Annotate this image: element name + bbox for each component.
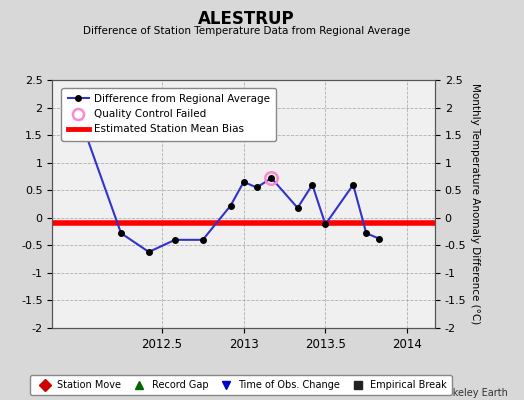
Text: Difference of Station Temperature Data from Regional Average: Difference of Station Temperature Data f…	[83, 26, 410, 36]
Legend: Difference from Regional Average, Quality Control Failed, Estimated Station Mean: Difference from Regional Average, Qualit…	[61, 88, 276, 141]
Text: ALESTRUP: ALESTRUP	[198, 10, 294, 28]
Legend: Station Move, Record Gap, Time of Obs. Change, Empirical Break: Station Move, Record Gap, Time of Obs. C…	[30, 376, 452, 395]
Text: Berkeley Earth: Berkeley Earth	[436, 388, 508, 398]
Y-axis label: Monthly Temperature Anomaly Difference (°C): Monthly Temperature Anomaly Difference (…	[471, 83, 481, 325]
